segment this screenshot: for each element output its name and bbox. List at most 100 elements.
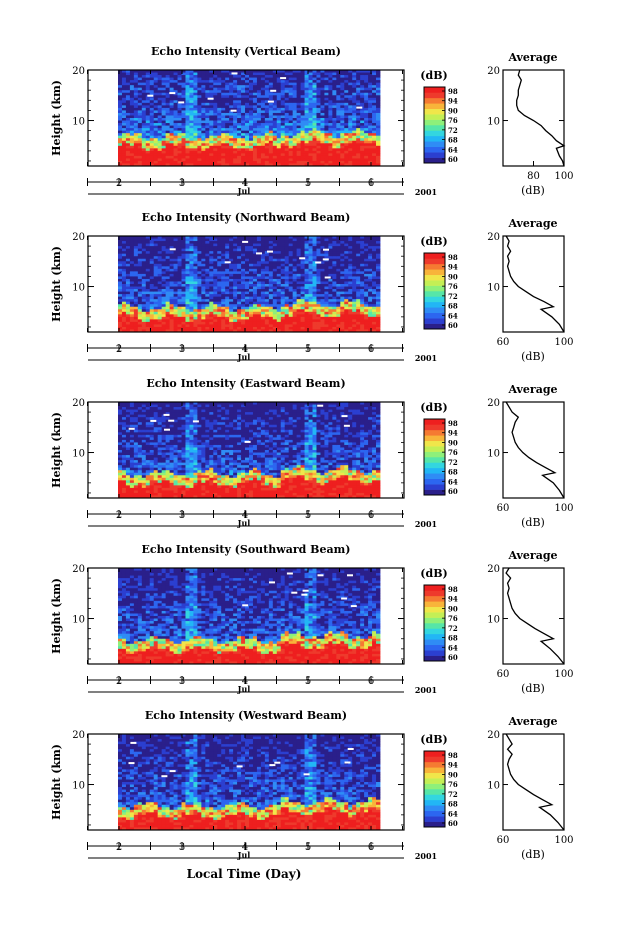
heatmap-cell [372, 163, 377, 167]
heatmap-cell [173, 256, 178, 260]
heatmap-cell [292, 248, 298, 252]
heatmap-cell [308, 241, 313, 244]
heatmap-cell [137, 261, 143, 265]
heatmap-cell [360, 123, 365, 126]
heatmap-cell [181, 85, 186, 89]
heatmap-cell [260, 236, 266, 239]
heatmap-cell [153, 258, 159, 262]
y-axis-label: Height (km) [50, 80, 63, 156]
heatmap-cell [149, 268, 155, 272]
heatmap-cell [372, 105, 377, 109]
heatmap-cell [237, 135, 242, 139]
heatmap-cell [149, 70, 155, 73]
heatmap-cell [185, 90, 190, 94]
heatmap-cell [245, 123, 250, 126]
heatmap-cell [189, 148, 194, 152]
heatmap-cell [260, 271, 266, 275]
heatmap-cell [173, 251, 178, 255]
heatmap-cell [245, 243, 250, 247]
heatmap-cell [177, 87, 182, 91]
heatmap-cell [336, 145, 341, 149]
heatmap-cell [209, 251, 214, 255]
heatmap-cell [332, 135, 337, 139]
heatmap-cell [372, 158, 377, 162]
heatmap-cell [201, 95, 206, 99]
heatmap-cell [328, 80, 333, 84]
heatmap-cell [276, 148, 282, 152]
heatmap-cell [205, 153, 210, 157]
heatmap-cell [169, 268, 174, 272]
heatmap-cell [225, 75, 230, 78]
heatmap-cell [153, 321, 159, 325]
heatmap-cell [189, 102, 194, 106]
heatmap-cell [245, 329, 250, 333]
heatmap-cell [225, 155, 230, 159]
heatmap-cell [260, 153, 266, 157]
heatmap-cell [141, 138, 147, 142]
heatmap-cell [213, 296, 218, 300]
heatmap-cell [165, 321, 171, 325]
heatmap-cell [141, 241, 147, 244]
heatmap-cell [360, 163, 365, 167]
heatmap-cell [213, 241, 218, 244]
heatmap-cell [256, 258, 262, 262]
heatmap-cell [137, 299, 143, 303]
heatmap-cell [304, 158, 309, 162]
heatmap-cell [193, 273, 198, 277]
heatmap-cell [312, 248, 317, 252]
heatmap-cell [340, 85, 345, 89]
heatmap-cell [185, 289, 190, 292]
heatmap-cell [324, 82, 329, 86]
heatmap-cell [185, 248, 190, 252]
heatmap-cell [221, 268, 226, 272]
heatmap-cell [324, 281, 329, 285]
heatmap-cell [292, 160, 298, 164]
heatmap-cell [177, 128, 182, 132]
heatmap-cell [133, 256, 139, 260]
heatmap-cell [256, 77, 262, 81]
heatmap-cell [245, 155, 250, 159]
heatmap-cell [137, 123, 143, 126]
heatmap-cell [137, 248, 143, 252]
heatmap-cell [308, 118, 313, 121]
heatmap-cell [121, 281, 127, 285]
heatmap-cell [229, 102, 234, 106]
heatmap-cell [316, 85, 321, 89]
heatmap-cell [169, 155, 174, 159]
heatmap-cell [280, 95, 286, 99]
heatmap-cell [157, 276, 163, 280]
heatmap-cell [205, 304, 210, 308]
heatmap-cell [316, 271, 321, 275]
heatmap-cell [137, 118, 143, 121]
heatmap-cell [193, 75, 198, 78]
heatmap-cell [181, 150, 186, 154]
heatmap-cell [328, 107, 333, 111]
heatmap-cell [169, 90, 174, 94]
heatmap-cell [209, 115, 214, 119]
heatmap-cell [213, 291, 218, 295]
heatmap-cell [284, 273, 290, 277]
heatmap-cell [320, 118, 325, 121]
heatmap-cell [368, 155, 373, 159]
heatmap-cell [324, 92, 329, 96]
heatmap-cell [153, 112, 159, 116]
heatmap-cell [288, 85, 294, 89]
heatmap-cell [241, 150, 246, 154]
heatmap-cell [129, 329, 135, 333]
heatmap-cell [193, 110, 198, 114]
heatmap-cell [177, 95, 182, 99]
heatmap-cell [185, 238, 190, 242]
heatmap-cell [249, 284, 254, 287]
heatmap-cell [280, 314, 286, 318]
heatmap-cell [280, 251, 286, 255]
heatmap-cell [145, 125, 151, 129]
heatmap-cell [260, 107, 266, 111]
heatmap-cell [185, 311, 190, 315]
heatmap-cell [336, 278, 341, 282]
heatmap-cell [340, 326, 345, 330]
heatmap-cell [125, 309, 131, 313]
heatmap-cell [237, 145, 242, 149]
heatmap-cell [137, 153, 143, 157]
heatmap-cell [165, 278, 171, 282]
heatmap-cell [268, 238, 274, 242]
